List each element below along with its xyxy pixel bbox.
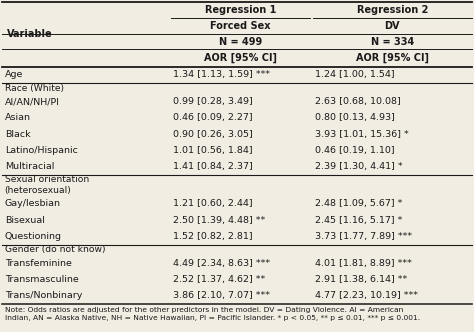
Text: 1.41 [0.84, 2.37]: 1.41 [0.84, 2.37]	[173, 162, 253, 171]
Text: Asian: Asian	[5, 113, 31, 123]
Text: 1.24 [1.00, 1.54]: 1.24 [1.00, 1.54]	[315, 70, 395, 79]
Text: AOR [95% CI]: AOR [95% CI]	[204, 53, 277, 63]
Text: 2.52 [1.37, 4.62] **: 2.52 [1.37, 4.62] **	[173, 275, 265, 284]
Text: Transfeminine: Transfeminine	[5, 259, 72, 268]
Text: Questioning: Questioning	[5, 232, 62, 241]
Text: 0.80 [0.13, 4.93]: 0.80 [0.13, 4.93]	[315, 113, 395, 123]
Text: 1.01 [0.56, 1.84]: 1.01 [0.56, 1.84]	[173, 146, 253, 155]
Text: AOR [95% CI]: AOR [95% CI]	[356, 53, 429, 63]
Text: 3.73 [1.77, 7.89] ***: 3.73 [1.77, 7.89] ***	[315, 232, 412, 241]
Text: Age: Age	[5, 70, 23, 79]
Text: 0.46 [0.09, 2.27]: 0.46 [0.09, 2.27]	[173, 113, 253, 123]
Text: 2.63 [0.68, 10.08]: 2.63 [0.68, 10.08]	[315, 97, 401, 106]
Text: 2.39 [1.30, 4.41] *: 2.39 [1.30, 4.41] *	[315, 162, 403, 171]
Text: N = 334: N = 334	[371, 37, 414, 46]
Text: Race (White): Race (White)	[5, 84, 64, 93]
Text: 0.90 [0.26, 3.05]: 0.90 [0.26, 3.05]	[173, 129, 253, 139]
Text: 1.21 [0.60, 2.44]: 1.21 [0.60, 2.44]	[173, 200, 253, 208]
Text: 0.46 [0.19, 1.10]: 0.46 [0.19, 1.10]	[315, 146, 395, 155]
Text: 1.34 [1.13, 1.59] ***: 1.34 [1.13, 1.59] ***	[173, 70, 270, 79]
Text: 2.91 [1.38, 6.14] **: 2.91 [1.38, 6.14] **	[315, 275, 408, 284]
Text: Multiracial: Multiracial	[5, 162, 54, 171]
Text: Trans/Nonbinary: Trans/Nonbinary	[5, 291, 82, 300]
Text: AI/AN/NH/PI: AI/AN/NH/PI	[5, 97, 60, 106]
Text: Gender (do not know): Gender (do not know)	[5, 245, 105, 254]
Text: 4.77 [2.23, 10.19] ***: 4.77 [2.23, 10.19] ***	[315, 291, 418, 300]
Text: Note: Odds ratios are adjusted for the other predictors in the model. DV = Datin: Note: Odds ratios are adjusted for the o…	[5, 307, 420, 321]
Text: Variable: Variable	[7, 29, 53, 39]
Text: Transmasculine: Transmasculine	[5, 275, 79, 284]
Text: DV: DV	[384, 21, 400, 31]
Text: N = 499: N = 499	[219, 37, 262, 46]
Text: Sexual orientation: Sexual orientation	[5, 176, 89, 185]
Text: Regression 2: Regression 2	[356, 5, 428, 15]
Text: Regression 1: Regression 1	[205, 5, 276, 15]
Text: Forced Sex: Forced Sex	[210, 21, 271, 31]
Text: 0.99 [0.28, 3.49]: 0.99 [0.28, 3.49]	[173, 97, 253, 106]
Text: Latino/Hispanic: Latino/Hispanic	[5, 146, 78, 155]
Text: 2.45 [1.16, 5.17] *: 2.45 [1.16, 5.17] *	[315, 216, 402, 225]
Text: (heterosexual): (heterosexual)	[5, 186, 72, 195]
Text: 3.93 [1.01, 15.36] *: 3.93 [1.01, 15.36] *	[315, 129, 409, 139]
Text: 4.01 [1.81, 8.89] ***: 4.01 [1.81, 8.89] ***	[315, 259, 412, 268]
Text: Bisexual: Bisexual	[5, 216, 45, 225]
Text: 1.52 [0.82, 2.81]: 1.52 [0.82, 2.81]	[173, 232, 253, 241]
Text: 4.49 [2.34, 8.63] ***: 4.49 [2.34, 8.63] ***	[173, 259, 270, 268]
Text: 2.50 [1.39, 4.48] **: 2.50 [1.39, 4.48] **	[173, 216, 265, 225]
Text: 2.48 [1.09, 5.67] *: 2.48 [1.09, 5.67] *	[315, 200, 402, 208]
Text: Gay/lesbian: Gay/lesbian	[5, 200, 61, 208]
Text: Black: Black	[5, 129, 30, 139]
Text: 3.86 [2.10, 7.07] ***: 3.86 [2.10, 7.07] ***	[173, 291, 270, 300]
